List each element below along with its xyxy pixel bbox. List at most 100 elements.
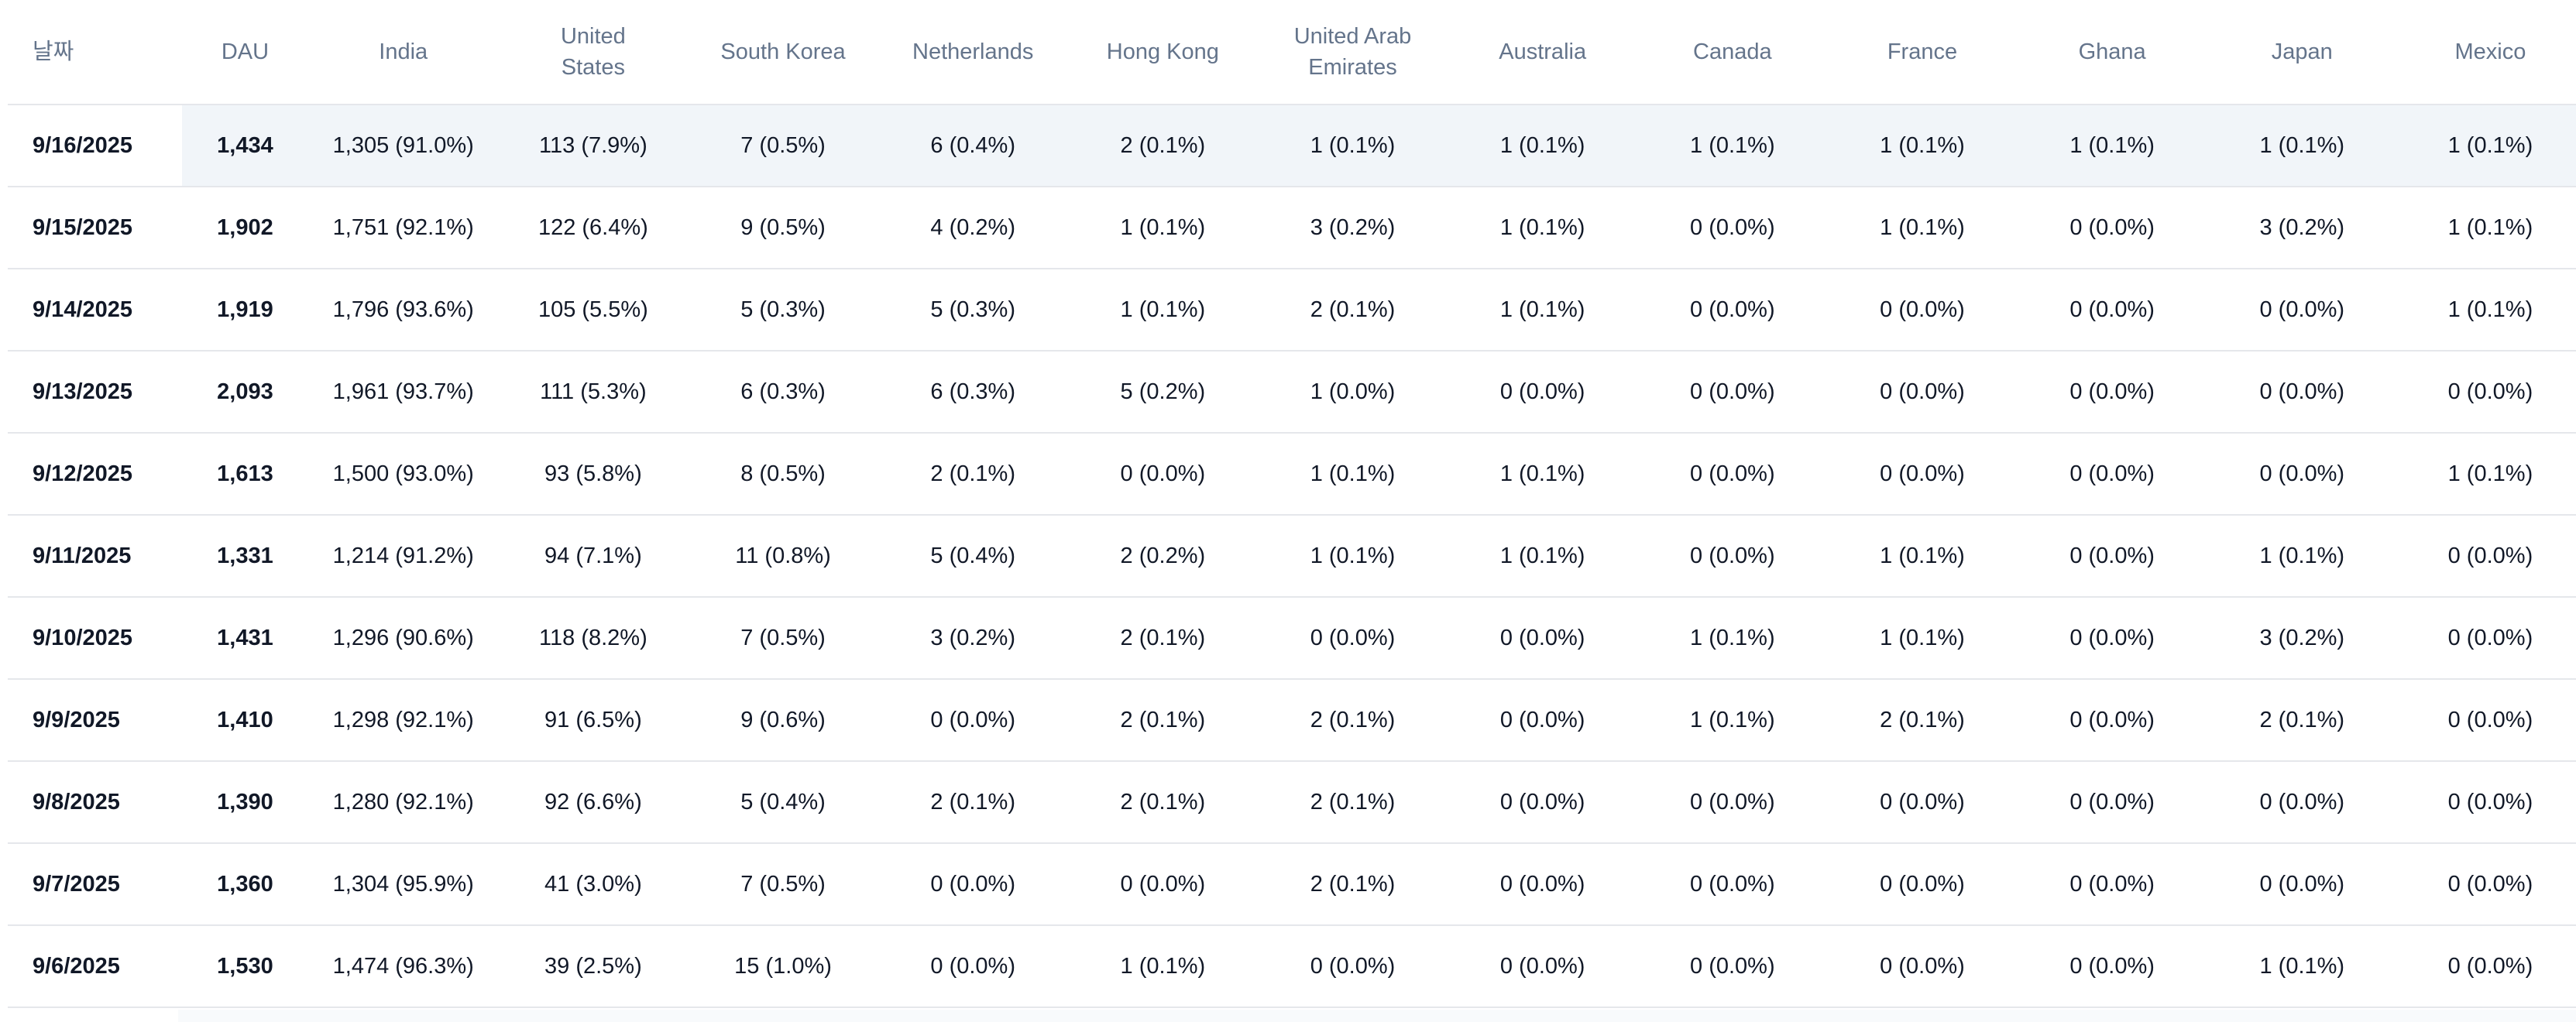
table-row[interactable]: 9/13/2025 2,093 1,961 (93.7%) 111 (5.3%)… [8,351,2576,434]
table-row[interactable]: 9/14/2025 1,919 1,796 (93.6%) 105 (5.5%)… [8,269,2576,352]
table-row[interactable]: 9/6/2025 1,530 1,474 (96.3%) 39 (2.5%) 1… [8,925,2576,1008]
india-cell: 1,751 (92.1%) [308,187,499,269]
canada-cell: 1 (0.1%) [1637,679,1828,762]
south-korea-cell: 8 (0.5%) [688,433,878,516]
south-korea-cell: 5 (0.3%) [688,269,878,352]
mexico-cell: 1 (0.1%) [2396,187,2576,269]
dau-cell: 1,434 [181,105,309,187]
uae-cell: 1 (0.1%) [1257,433,1448,516]
dau-cell: 1,530 [181,925,309,1008]
table-row[interactable]: 9/16/2025 1,434 1,305 (91.0%) 113 (7.9%)… [8,105,2576,187]
column-header-india[interactable]: India [308,0,499,105]
netherlands-cell: 0 (0.0%) [878,843,1068,926]
date-cell: 9/15/2025 [8,187,182,269]
column-header-south-korea[interactable]: South Korea [688,0,878,105]
column-header-hong-kong[interactable]: Hong Kong [1067,0,1258,105]
column-header-australia[interactable]: Australia [1448,0,1638,105]
ghana-cell: 0 (0.0%) [2017,515,2207,598]
table-row[interactable]: 9/8/2025 1,390 1,280 (92.1%) 92 (6.6%) 5… [8,761,2576,844]
mexico-cell: 1 (0.1%) [2396,269,2576,352]
column-header-ghana[interactable]: Ghana [2017,0,2207,105]
table-row[interactable]: 9/7/2025 1,360 1,304 (95.9%) 41 (3.0%) 7… [8,843,2576,926]
netherlands-cell: 2 (0.1%) [878,761,1068,844]
uae-cell: 1 (0.1%) [1257,515,1448,598]
ghana-cell: 0 (0.0%) [2017,843,2207,926]
australia-cell: 1 (0.1%) [1448,187,1638,269]
united-states-cell: 122 (6.4%) [498,187,689,269]
mexico-cell: 0 (0.0%) [2396,761,2576,844]
france-cell: 1 (0.1%) [1827,187,2018,269]
india-cell: 1,280 (92.1%) [308,761,499,844]
column-header-dau[interactable]: DAU [181,0,309,105]
table-row[interactable]: 9/11/2025 1,331 1,214 (91.2%) 94 (7.1%) … [8,515,2576,598]
netherlands-cell: 3 (0.2%) [878,597,1068,680]
dau-cell: 1,902 [181,187,309,269]
column-header-netherlands[interactable]: Netherlands [878,0,1068,105]
date-cell: 9/6/2025 [8,925,182,1008]
canada-cell: 0 (0.0%) [1637,187,1828,269]
hong-kong-cell: 1 (0.1%) [1067,925,1258,1008]
uae-cell: 0 (0.0%) [1257,597,1448,680]
united-states-cell: 41 (3.0%) [498,843,689,926]
france-cell: 0 (0.0%) [1827,269,2018,352]
column-header-uae[interactable]: United Arab Emirates [1257,0,1448,105]
mexico-cell: 0 (0.0%) [2396,843,2576,926]
australia-cell: 1 (0.1%) [1448,105,1638,187]
ghana-cell: 0 (0.0%) [2017,761,2207,844]
mexico-cell: 0 (0.0%) [2396,679,2576,762]
uae-cell: 2 (0.1%) [1257,761,1448,844]
france-cell: 1 (0.1%) [1827,515,2018,598]
canada-cell: 1 (0.1%) [1637,597,1828,680]
united-states-cell: 94 (7.1%) [498,515,689,598]
canada-cell: 0 (0.0%) [1637,351,1828,434]
australia-cell: 0 (0.0%) [1448,679,1638,762]
netherlands-cell: 4 (0.2%) [878,187,1068,269]
hong-kong-cell: 2 (0.1%) [1067,105,1258,187]
hong-kong-cell: 5 (0.2%) [1067,351,1258,434]
australia-cell: 0 (0.0%) [1448,597,1638,680]
india-cell: 1,961 (93.7%) [308,351,499,434]
hong-kong-cell: 1 (0.1%) [1067,269,1258,352]
mexico-cell: 0 (0.0%) [2396,597,2576,680]
united-states-cell: 105 (5.5%) [498,269,689,352]
date-cell: 9/12/2025 [8,433,182,516]
canada-cell: 0 (0.0%) [1637,433,1828,516]
table-row[interactable]: 9/12/2025 1,613 1,500 (93.0%) 93 (5.8%) … [8,433,2576,516]
mexico-cell: 0 (0.0%) [2396,351,2576,434]
hong-kong-cell: 2 (0.1%) [1067,679,1258,762]
australia-cell: 0 (0.0%) [1448,351,1638,434]
table-row[interactable]: 9/9/2025 1,410 1,298 (92.1%) 91 (6.5%) 9… [8,679,2576,762]
dau-by-country-table: 날짜 DAU India United States South Korea N… [8,0,2576,1008]
netherlands-cell: 2 (0.1%) [878,433,1068,516]
column-header-canada[interactable]: Canada [1637,0,1828,105]
canada-cell: 1 (0.1%) [1637,105,1828,187]
uae-cell: 2 (0.1%) [1257,679,1448,762]
south-korea-cell: 7 (0.5%) [688,843,878,926]
table-row[interactable]: 9/15/2025 1,902 1,751 (92.1%) 122 (6.4%)… [8,187,2576,269]
column-header-mexico[interactable]: Mexico [2396,0,2576,105]
dau-cell: 1,919 [181,269,309,352]
date-cell: 9/11/2025 [8,515,182,598]
table-header-row: 날짜 DAU India United States South Korea N… [8,0,2576,105]
date-cell: 9/9/2025 [8,679,182,762]
column-header-united-states[interactable]: United States [498,0,689,105]
netherlands-cell: 5 (0.3%) [878,269,1068,352]
united-states-cell: 39 (2.5%) [498,925,689,1008]
column-header-japan[interactable]: Japan [2207,0,2397,105]
japan-cell: 2 (0.1%) [2207,679,2397,762]
uae-cell: 1 (0.1%) [1257,105,1448,187]
dau-cell: 1,431 [181,597,309,680]
column-header-france[interactable]: France [1827,0,2018,105]
india-cell: 1,796 (93.6%) [308,269,499,352]
japan-cell: 3 (0.2%) [2207,187,2397,269]
dau-cell: 1,613 [181,433,309,516]
france-cell: 1 (0.1%) [1827,597,2018,680]
table-row[interactable]: 9/10/2025 1,431 1,296 (90.6%) 118 (8.2%)… [8,597,2576,680]
mexico-cell: 0 (0.0%) [2396,925,2576,1008]
france-cell: 0 (0.0%) [1827,433,2018,516]
canada-cell: 0 (0.0%) [1637,925,1828,1008]
date-cell: 9/8/2025 [8,761,182,844]
column-header-date[interactable]: 날짜 [8,0,182,105]
south-korea-cell: 11 (0.8%) [688,515,878,598]
united-states-cell: 111 (5.3%) [498,351,689,434]
